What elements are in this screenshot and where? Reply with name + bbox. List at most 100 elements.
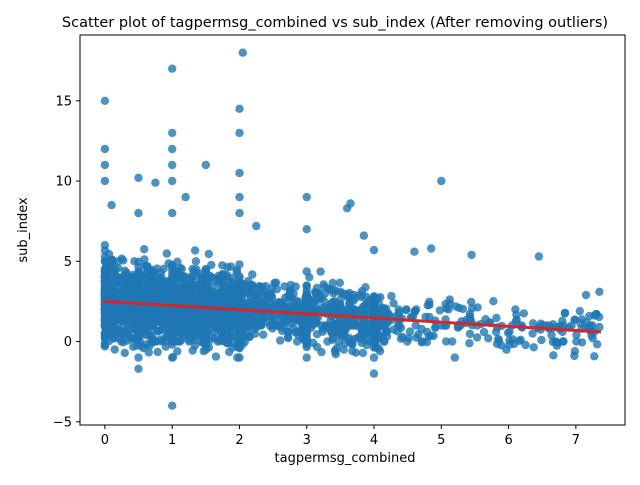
scatter-point: [126, 316, 135, 326]
scatter-point: [137, 273, 146, 282]
scatter-point: [187, 272, 196, 281]
scatter-point: [519, 309, 529, 318]
scatter-point: [168, 266, 177, 276]
scatter-point: [575, 306, 584, 316]
scatter-point: [276, 336, 285, 345]
scatter-point: [129, 342, 138, 351]
scatter-point: [558, 316, 567, 325]
scatter-point: [190, 246, 200, 255]
scatter-point: [245, 332, 254, 341]
scatter-point: [112, 278, 121, 287]
scatter-point: [144, 348, 153, 357]
scatter-point: [302, 192, 311, 202]
scatter-point: [552, 338, 561, 347]
scatter-point: [254, 297, 263, 306]
regression-line: [103, 299, 602, 334]
scatter-point: [235, 208, 244, 218]
scatter-point: [570, 351, 579, 361]
scatter-point: [201, 266, 210, 276]
scatter-point: [150, 310, 159, 319]
scatter-point: [330, 346, 340, 355]
scatter-point: [125, 280, 134, 289]
scatter-point: [595, 287, 604, 296]
y-tick-label: 10: [55, 175, 72, 190]
scatter-point: [168, 208, 177, 218]
scatter-point: [171, 328, 180, 338]
scatter-point: [267, 284, 276, 293]
scatter-point: [137, 342, 146, 351]
scatter-point: [257, 321, 266, 330]
scatter-point: [358, 348, 368, 358]
scatter-point: [126, 325, 135, 334]
scatter-point: [310, 317, 319, 326]
scatter-point: [412, 305, 421, 314]
scatter-point: [235, 128, 244, 138]
scatter-point: [326, 322, 335, 331]
scatter-point: [168, 64, 177, 73]
scatter-point: [100, 144, 110, 154]
scatter-point: [528, 329, 537, 338]
chart-title: Scatter plot of tagpermsg_combined vs su…: [62, 15, 608, 31]
scatter-point: [168, 176, 177, 186]
points-layer: [100, 48, 604, 410]
x-axis-label: tagpermsg_combined: [275, 451, 416, 466]
scatter-point: [112, 315, 121, 325]
scatter-point: [465, 339, 474, 348]
scatter-point: [348, 340, 357, 349]
scatter-point: [100, 246, 110, 255]
scatter-point: [113, 263, 123, 273]
scatter-point: [173, 275, 182, 284]
scatter-point: [258, 311, 267, 320]
scatter-point: [100, 312, 110, 321]
scatter-point: [134, 208, 143, 218]
scatter-point: [106, 322, 116, 332]
scatter-point: [228, 300, 238, 309]
scatter-point: [402, 305, 411, 315]
scatter-point: [357, 306, 367, 316]
scatter-point: [201, 160, 210, 170]
scatter-point: [227, 321, 236, 330]
scatter-point: [147, 326, 156, 336]
scatter-point: [236, 316, 245, 325]
scatter-point: [286, 302, 295, 311]
scatter-point: [238, 48, 247, 57]
scatter-point: [147, 289, 156, 298]
scatter-point: [218, 261, 227, 270]
scatter-point: [153, 347, 162, 357]
scatter-point: [387, 291, 396, 301]
scatter-point: [339, 345, 348, 354]
scatter-point: [218, 319, 228, 329]
scatter-point: [549, 320, 558, 329]
scatter-point: [248, 270, 257, 279]
scatter-point: [424, 332, 433, 341]
scatter-point: [286, 287, 295, 296]
scatter-point: [270, 320, 279, 330]
scatter-point: [107, 273, 116, 282]
scatter-point: [235, 296, 244, 306]
scatter-point: [302, 295, 311, 304]
scatter-point: [484, 334, 493, 343]
scatter-point: [398, 332, 407, 342]
x-tick-label: 0: [101, 433, 109, 448]
scatter-point: [100, 257, 110, 266]
scatter-point: [188, 264, 197, 274]
scatter-point: [131, 275, 140, 285]
scatter-point: [104, 280, 114, 290]
scatter-point: [100, 176, 110, 186]
scatter-point: [235, 353, 244, 362]
scatter-point: [168, 128, 177, 138]
scatter-point: [223, 292, 232, 301]
scatter-point: [427, 244, 436, 253]
scatter-point: [110, 345, 119, 354]
scatter-point: [572, 337, 581, 346]
scatter-point: [389, 299, 398, 308]
scatter-point: [410, 247, 419, 256]
scatter-point: [183, 319, 192, 328]
scatter-point: [181, 192, 190, 202]
scatter-point: [204, 249, 213, 259]
scatter-point: [437, 176, 446, 186]
scatter-point: [100, 267, 110, 276]
scatter-point: [129, 309, 138, 319]
scatter-point: [310, 296, 320, 305]
scatter-point: [332, 300, 341, 309]
